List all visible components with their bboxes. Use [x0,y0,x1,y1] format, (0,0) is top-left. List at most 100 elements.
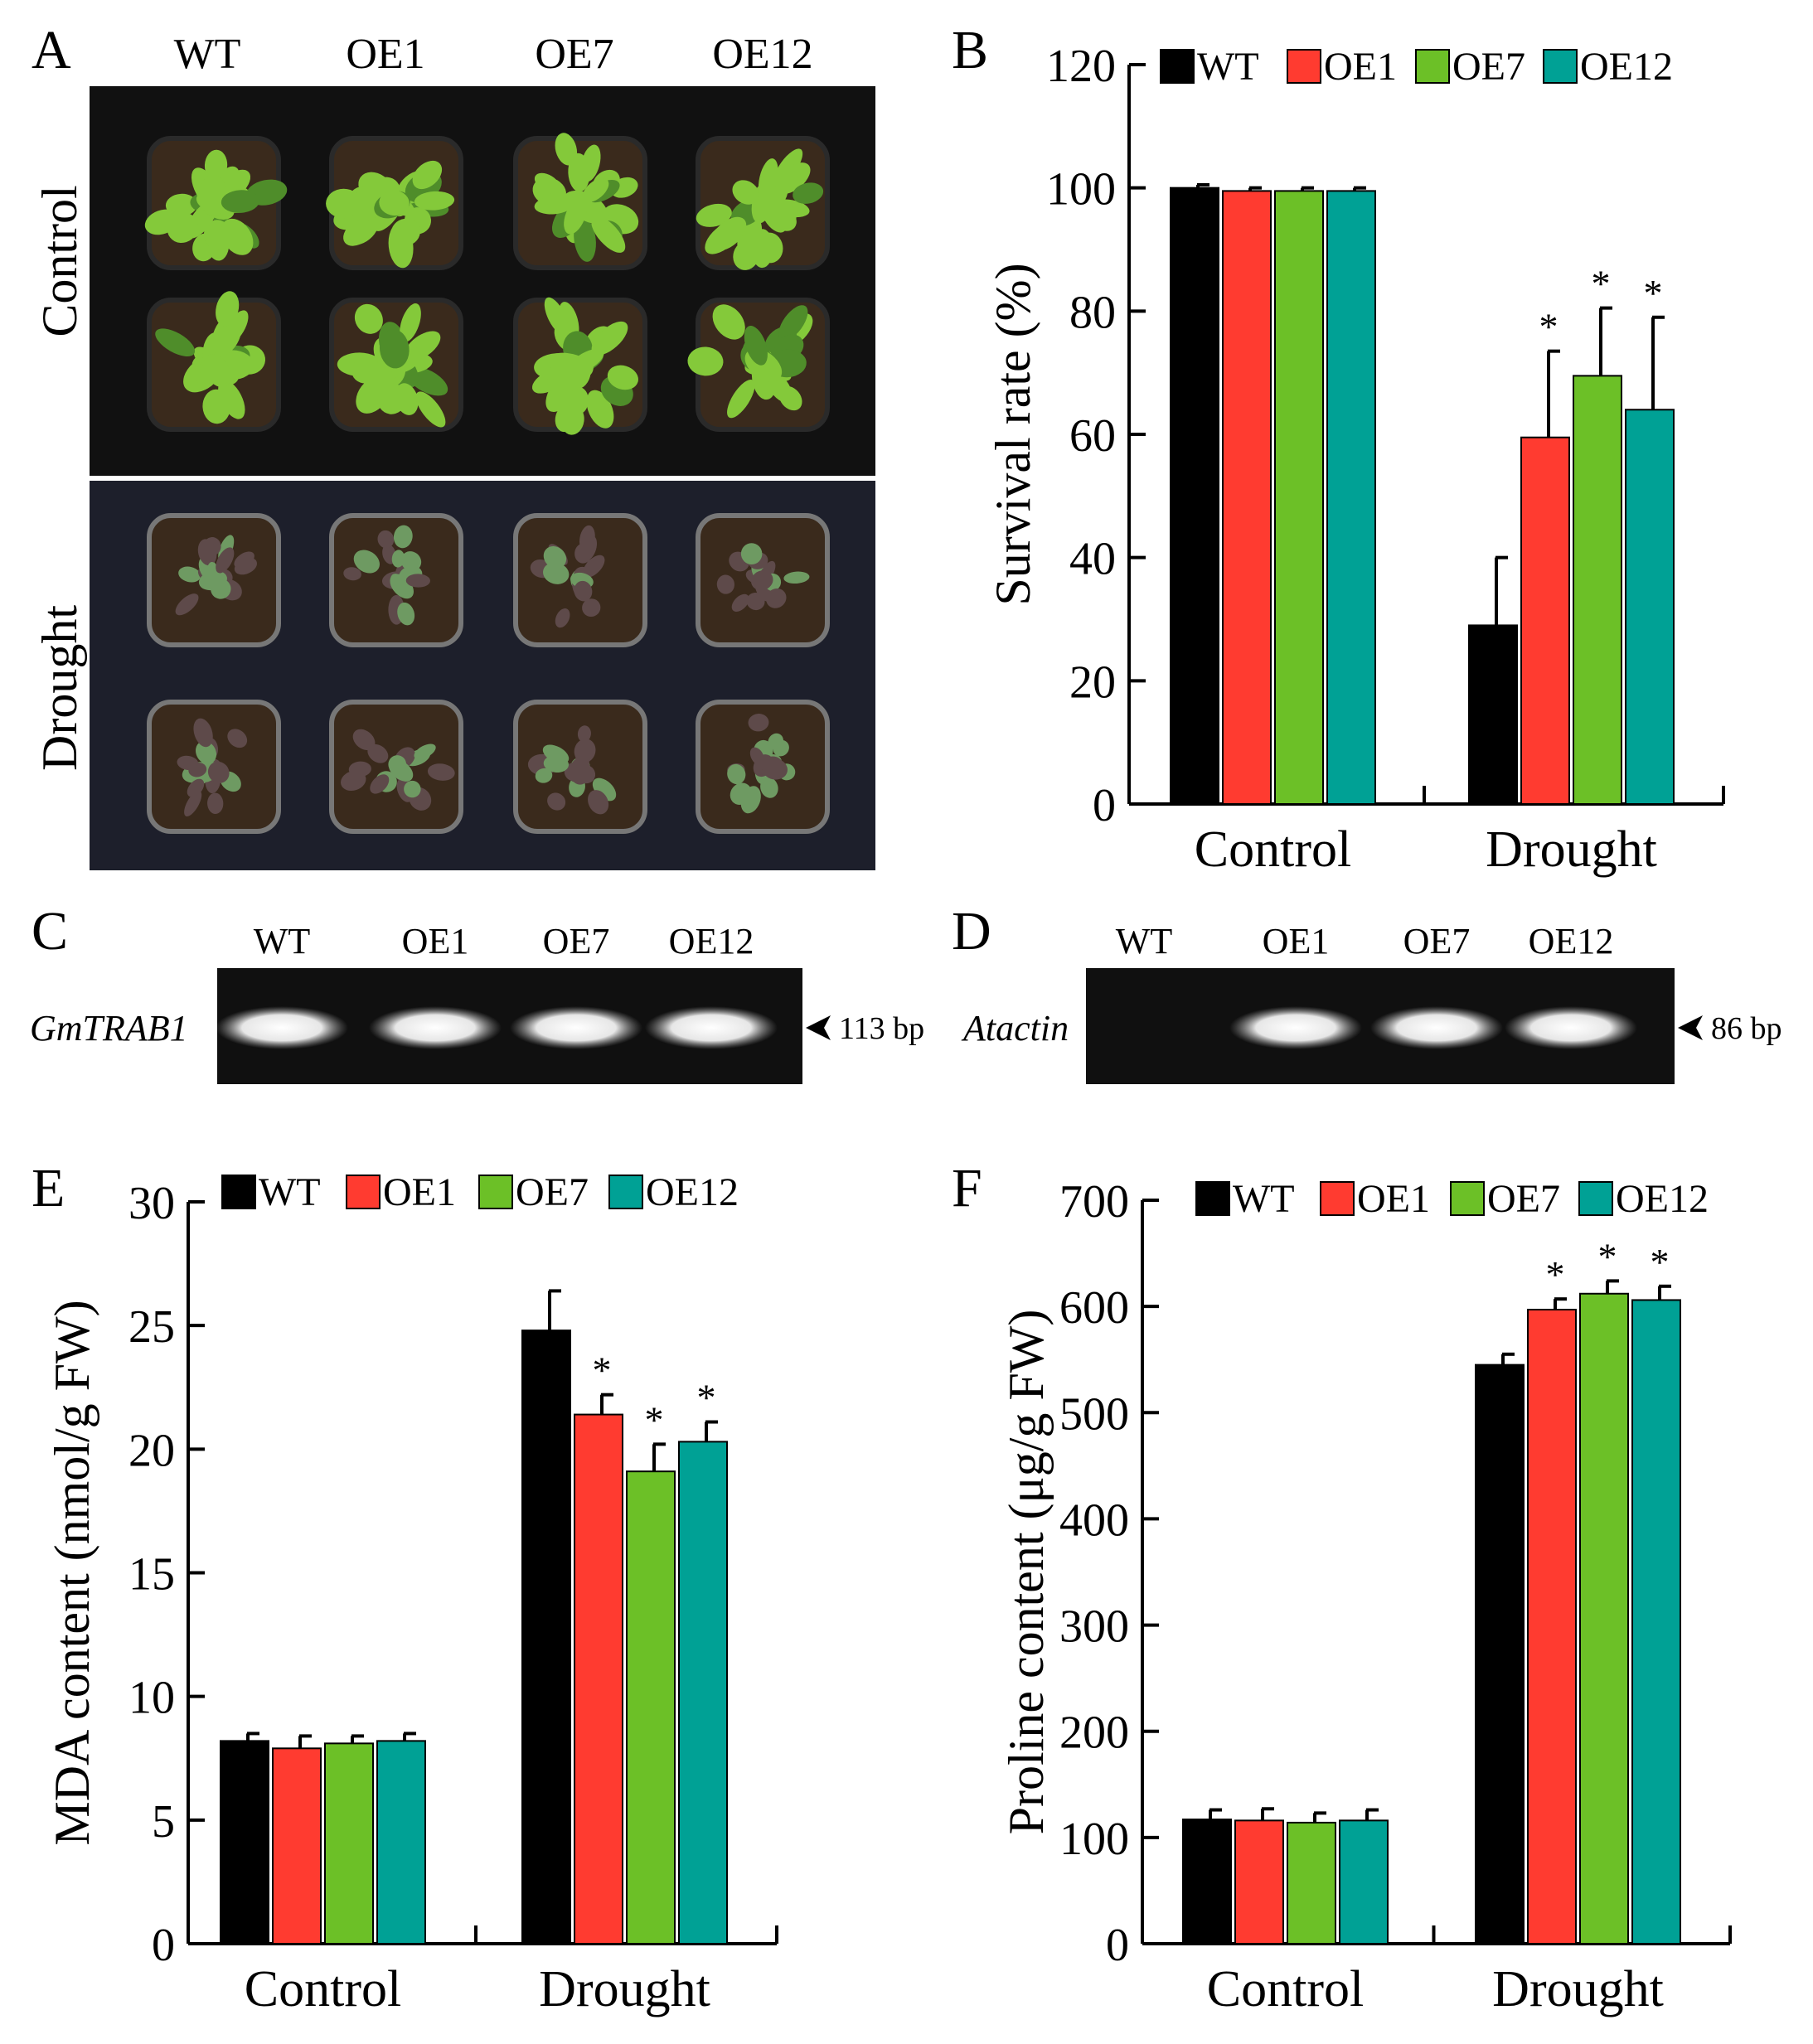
chart-e-legend-swatch-OE12 [608,1175,643,1209]
panel-d-letter: D [952,901,991,961]
chart-b-bar-WT-Drought [1468,624,1518,806]
panel-d: D WT OE1 OE7 OE12 Atactin 86 bp [952,901,1782,1084]
chart-b-bar-OE1-Control [1222,190,1272,805]
bands-c-band-WT [216,1006,348,1049]
chart-e-category-label-1: Drought [539,1961,710,2017]
chart-f-bar-OE1-Drought [1527,1308,1577,1945]
chart-f-sig-OE1-Drought: * [1546,1253,1565,1296]
chart-f-y-label: Proline content (μg/g FW) [999,1310,1054,1835]
chart-f-bar-OE12-Drought [1631,1299,1681,1945]
chart-b: 0 20 40 60 80 100 120 Survival rate (%) * * * Contr… [986,41,1725,878]
chart-f-legend-swatch-WT [1195,1181,1230,1216]
chart-b-y-label: Survival rate (%) [986,263,1040,605]
bands-c-band-OE1 [369,1006,502,1049]
gel-c-size-label: 113 bp [839,1011,924,1046]
chart-e-bar-OE12-Control [376,1740,426,1945]
chart-e-bar-WT-Drought [521,1330,571,1945]
chart-b-bar-WT-Control [1170,186,1219,805]
chart-b-y-tick-label-5: 100 [1046,164,1116,216]
chart-e-sig-OE7-Drought: * [645,1398,664,1441]
panel-a: A WT OE1 OE7 OE12 Control Drought [32,20,875,870]
chart-f-bar-OE7-Drought [1579,1292,1629,1945]
panel-e-letter: E [32,1158,65,1218]
chart-e-legend-label-OE7: OE7 [516,1170,589,1214]
panel-a-col-oe12: OE12 [712,31,812,78]
chart-b-bar-OE1-Drought [1520,436,1570,805]
chart-f-bar-OE12-Control [1339,1819,1389,1945]
pot-Drought-2-WT [147,700,281,834]
gel-c-lane-oe1: OE1 [402,921,469,961]
pot-Drought-1-WT [147,513,281,647]
chart-e-bar-OE7-Control [324,1742,374,1945]
chart-e-y-tick-label-6: 30 [128,1178,175,1229]
panel-f: F 0 100 200 300 400 500 600 700 Proline content … [952,1158,1732,2017]
panel-b: B 0 20 40 60 80 100 120 Survival rate (%) * * * Con… [952,20,1725,878]
bands-c-band-OE12 [645,1006,778,1049]
chart-e-y-tick-label-3: 15 [128,1549,175,1601]
chart-b-y-tick-label-0: 0 [1093,780,1116,831]
pot-Control-1-WT [144,136,288,270]
gel-c-bands [216,1006,778,1049]
chart-b-bar-OE7-Control [1274,190,1324,805]
chart-e-y-label: MDA content (nmol/g FW) [45,1300,99,1845]
chart-e-y-tick-label-1: 5 [152,1796,175,1848]
chart-f-sig-OE12-Drought: * [1651,1241,1670,1283]
chart-f-legend-label-WT: WT [1233,1177,1295,1221]
chart-f-y-tick-label-0: 0 [1106,1920,1129,1971]
panel-b-letter: B [952,20,988,80]
chart-e-legend-label-WT: WT [259,1170,321,1214]
chart-e-legend-swatch-WT [221,1175,256,1209]
panel-a-row-drought: Drought [32,605,87,771]
chart-f-legend-label-OE12: OE12 [1616,1177,1709,1221]
chart-e-y-tick-label-0: 0 [152,1920,175,1971]
chart-e-legend-label-OE1: OE1 [383,1170,456,1214]
chart-b-legend-label-OE1: OE1 [1324,45,1397,89]
chart-b-bar-OE12-Drought [1625,409,1675,805]
chart-b-y-tick-label-6: 120 [1046,41,1116,92]
chart-e-legend-swatch-OE7 [478,1175,513,1209]
chart-f-y-tick-label-2: 200 [1059,1707,1129,1759]
chart-e-bar-OE1-Control [272,1747,322,1945]
chart-f-legend-label-OE7: OE7 [1487,1177,1560,1221]
chart-f-category-label-0: Control [1207,1961,1364,2017]
pot-Control-2-OE1 [329,298,463,432]
chart-f-category-label-1: Drought [1492,1961,1664,2017]
gel-d-bands [1229,1006,1637,1049]
chart-f-bar-WT-Drought [1475,1363,1525,1945]
panel-a-col-wt: WT [174,31,241,78]
gel-c-lane-wt: WT [254,921,311,961]
chart-f-bar-OE1-Control [1234,1819,1284,1945]
gel-d-size-label: 86 bp [1711,1011,1782,1046]
chart-e-bar-WT-Control [220,1740,269,1945]
pot-Drought-1-OE12 [696,513,830,647]
gel-d-gene-label: Atactin [961,1008,1069,1049]
pot-Control-1-OE1 [326,136,463,270]
pot-Drought-2-OE12 [696,700,830,834]
chart-b-y-tick-label-1: 20 [1069,656,1116,708]
panel-e: E 0 5 10 15 20 25 30 MDA content (nmol/g FW) * * *… [32,1158,778,2017]
chart-e-sig-OE1-Drought: * [593,1349,612,1392]
panel-a-col-oe7: OE7 [535,31,613,78]
chart-b-legend-swatch-WT [1160,49,1195,84]
pot-Drought-1-OE7 [513,513,647,647]
chart-e-category-label-0: Control [245,1961,401,2017]
chart-b-y-tick-label-2: 40 [1069,534,1116,585]
gel-c-lane-oe12: OE12 [669,921,754,961]
chart-f-legend-label-OE1: OE1 [1357,1177,1430,1221]
pot-Drought-1-OE1 [329,513,463,647]
chart-e-bar-OE12-Drought [678,1441,728,1945]
panel-f-letter: F [952,1158,982,1218]
chart-e-y-tick-label-4: 20 [128,1425,175,1476]
chart-f-y-tick-label-5: 500 [1059,1388,1129,1440]
gel-c-lane-oe7: OE7 [543,921,610,961]
gel-c-gene-label: GmTRAB1 [30,1008,188,1049]
chart-e-y-tick-label-2: 10 [128,1673,175,1724]
chart-e-sig-OE12-Drought: * [697,1377,716,1419]
chart-f-bar-WT-Control [1182,1819,1232,1945]
chart-f-legend-swatch-OE1 [1320,1181,1355,1216]
plant-pots [144,133,830,834]
chart-f: 0 100 200 300 400 500 600 700 Proline content (μ… [999,1176,1732,2017]
bands-c-band-OE7 [510,1006,642,1049]
